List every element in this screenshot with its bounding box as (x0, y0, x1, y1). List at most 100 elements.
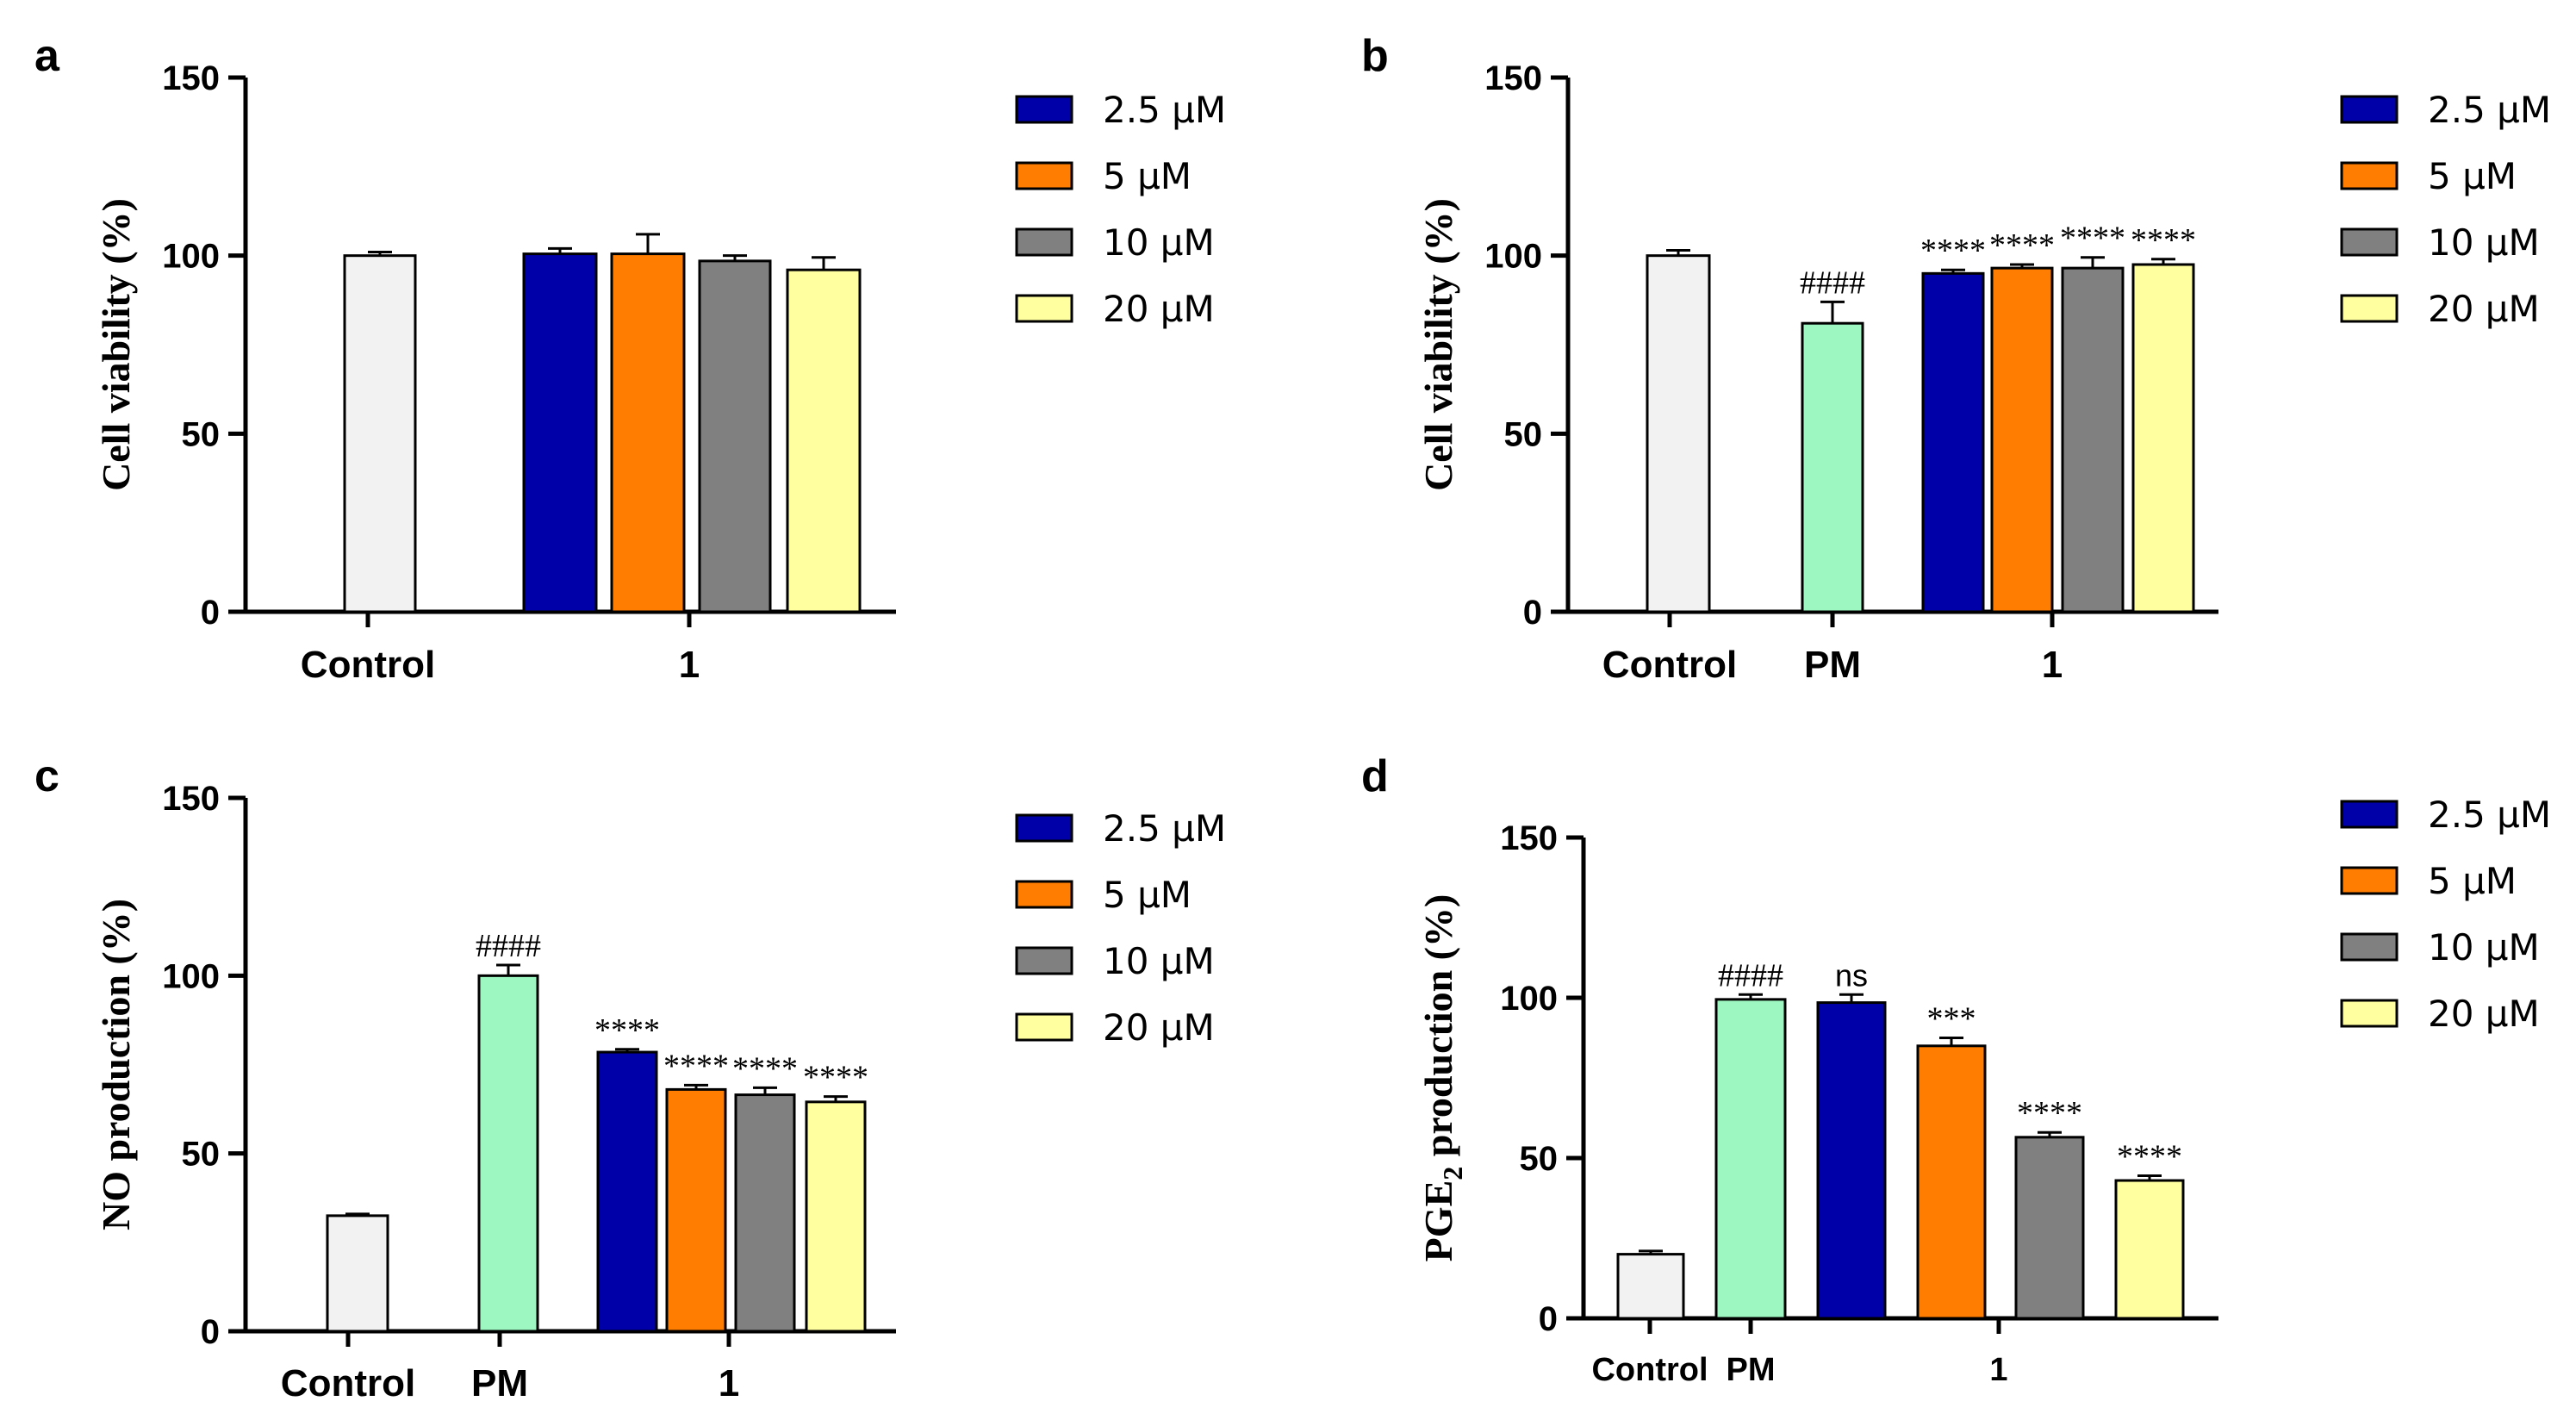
y-tick-label: 150 (1500, 819, 1558, 857)
y-tick-label: 150 (162, 59, 220, 97)
x-tick-label: PM (1804, 644, 1861, 686)
x-tick-label: Control (1602, 644, 1737, 686)
significance-label: **** (663, 1048, 729, 1084)
legend-swatch (2340, 932, 2399, 962)
legend-swatch (1015, 161, 1073, 190)
legend-label: 10 μM (1103, 221, 1215, 264)
legend-swatch (1015, 1012, 1073, 1042)
y-tick-label: 100 (162, 957, 220, 995)
bar (1616, 1253, 1685, 1320)
significance-label: **** (2131, 222, 2196, 258)
significance-label: #### (1800, 265, 1865, 301)
legend-swatch (1015, 227, 1073, 257)
significance-label: ns (1835, 957, 1868, 993)
y-axis-label-main: PGE (1416, 1180, 1460, 1262)
bar (2131, 263, 2195, 613)
significance-label: **** (594, 1012, 660, 1049)
bar (477, 974, 539, 1333)
x-tick-label: Control (301, 644, 435, 686)
legend-swatch (1015, 813, 1073, 843)
significance-label: **** (2117, 1138, 2182, 1174)
significance-label: #### (476, 928, 541, 964)
panel-letter: c (34, 751, 59, 801)
legend-label: 5 μM (1103, 874, 1192, 916)
significance-label: **** (2060, 221, 2125, 257)
y-tick-label: 50 (1504, 415, 1543, 453)
y-tick-label: 100 (1500, 980, 1558, 1018)
x-tick-label: PM (1727, 1352, 1776, 1388)
panel-letter: d (1361, 751, 1389, 801)
y-tick-label: 100 (162, 238, 220, 276)
bar (1714, 998, 1787, 1320)
y-tick-label: 50 (182, 1136, 221, 1174)
y-tick-label: 0 (201, 594, 220, 632)
legend-swatch (2340, 161, 2399, 190)
significance-label: **** (1989, 227, 2055, 264)
legend-label: 10 μM (1103, 940, 1215, 982)
significance-label: **** (732, 1050, 798, 1087)
y-tick-label: 50 (182, 415, 221, 453)
y-tick-label: 150 (162, 780, 220, 818)
y-tick-label: 100 (1484, 238, 1542, 276)
bar (326, 1214, 389, 1333)
y-axis-label: Cell viability (%) (1416, 198, 1460, 491)
legend-label: 2.5 μM (1103, 89, 1226, 131)
bar (610, 252, 686, 613)
bar (2014, 1136, 2085, 1320)
bar (343, 254, 417, 613)
y-axis-label: NO production (%) (94, 899, 138, 1230)
panel-letter: a (34, 31, 60, 81)
significance-label: #### (1718, 957, 1783, 993)
legend-label: 20 μM (2428, 993, 2540, 1035)
y-tick-label: 0 (1539, 1300, 1558, 1338)
legend-swatch (1015, 294, 1073, 323)
y-axis-label-rest: production (%) (1416, 894, 1460, 1167)
y-tick-label: 50 (1520, 1140, 1559, 1178)
legend-swatch (2340, 866, 2399, 895)
bar (734, 1093, 796, 1333)
x-tick-label: 1 (719, 1362, 739, 1404)
bar (2114, 1179, 2185, 1320)
legend-swatch (1015, 946, 1073, 975)
x-tick-label: 1 (679, 644, 700, 686)
legend-label: 2.5 μM (2428, 794, 2551, 836)
legend-label: 10 μM (2428, 221, 2540, 264)
legend-swatch (2340, 800, 2399, 829)
x-tick-label: 1 (1989, 1352, 2007, 1388)
y-axis-label: PGE2 production (%) (1416, 894, 1468, 1262)
legend-swatch (1015, 95, 1073, 124)
significance-label: **** (803, 1060, 868, 1096)
significance-label: *** (1927, 1001, 1976, 1037)
significance-label: **** (1920, 233, 1986, 269)
legend-label: 20 μM (2428, 288, 2540, 330)
legend-label: 5 μM (1103, 155, 1192, 197)
significance-label: **** (2017, 1095, 2082, 1131)
y-tick-label: 0 (1523, 594, 1542, 632)
bar (1816, 1001, 1887, 1320)
x-tick-label: PM (471, 1362, 528, 1404)
legend-label: 2.5 μM (2428, 89, 2551, 131)
legend-swatch (2340, 999, 2399, 1028)
bar (2061, 266, 2125, 613)
bar (786, 268, 862, 613)
panel-letter: b (1361, 31, 1389, 81)
bar (665, 1087, 727, 1333)
legend-swatch (2340, 95, 2399, 124)
legend-label: 20 μM (1103, 1006, 1215, 1049)
legend-swatch (2340, 294, 2399, 323)
y-axis-label-subscript: 2 (1437, 1167, 1468, 1180)
x-tick-label: 1 (2042, 644, 2063, 686)
legend-label: 5 μM (2428, 155, 2517, 197)
x-tick-label: Control (281, 1362, 415, 1404)
y-axis-label: Cell viability (%) (94, 198, 138, 491)
legend-swatch (2340, 227, 2399, 257)
legend-swatch (1015, 880, 1073, 909)
legend-label: 5 μM (2428, 860, 2517, 902)
bar (698, 259, 772, 613)
bar (522, 252, 598, 613)
y-tick-label: 150 (1484, 59, 1542, 97)
bar (1921, 271, 1985, 613)
